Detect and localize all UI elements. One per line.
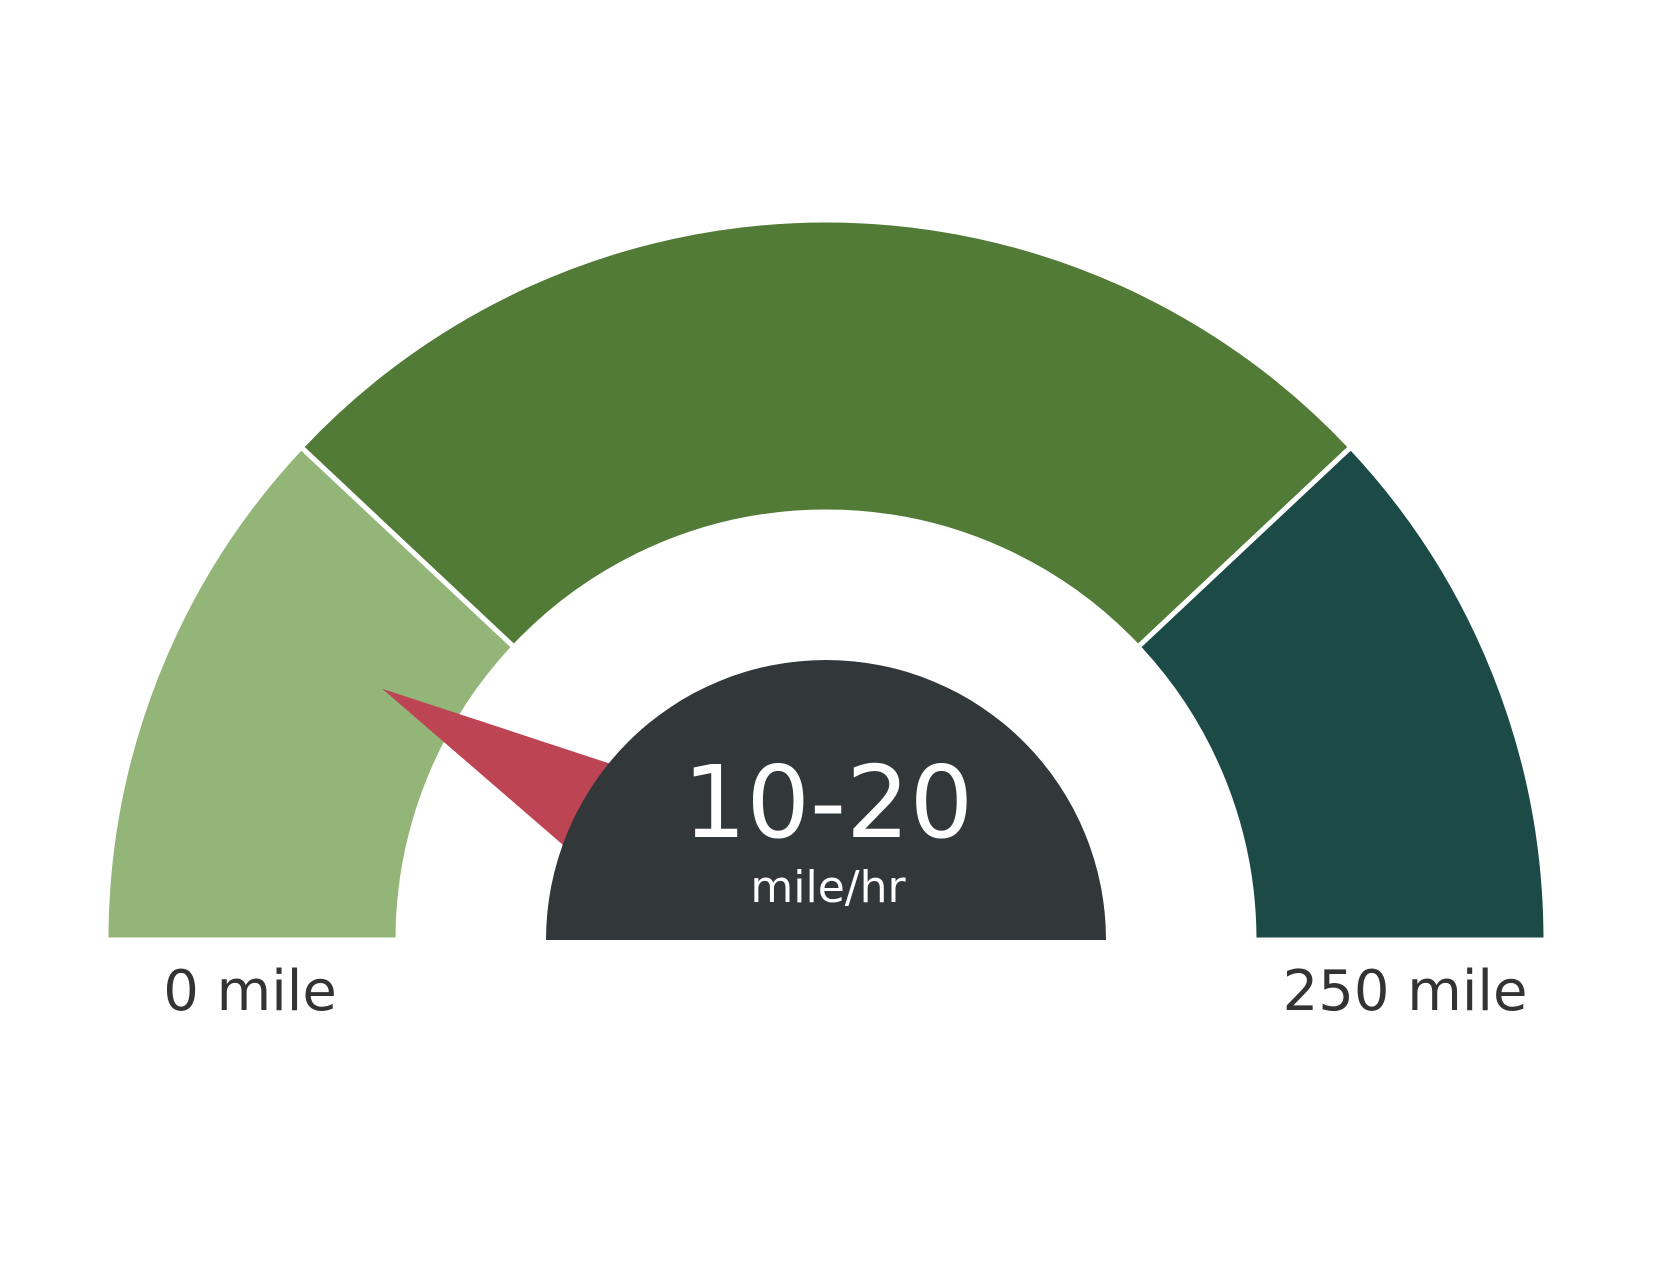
gauge-value-label: 10-20 — [683, 744, 974, 861]
gauge-band-2 — [297, 217, 1355, 651]
gauge-max-label: 250 mile — [1283, 959, 1528, 1024]
gauge-band-1 — [103, 443, 518, 943]
gauge-min-label: 0 mile — [163, 959, 337, 1024]
gauge-hub — [546, 660, 1106, 940]
gauge-bands — [103, 217, 1549, 943]
gauge-unit-label: mile/hr — [750, 862, 906, 913]
gauge-band-3 — [1134, 443, 1549, 943]
